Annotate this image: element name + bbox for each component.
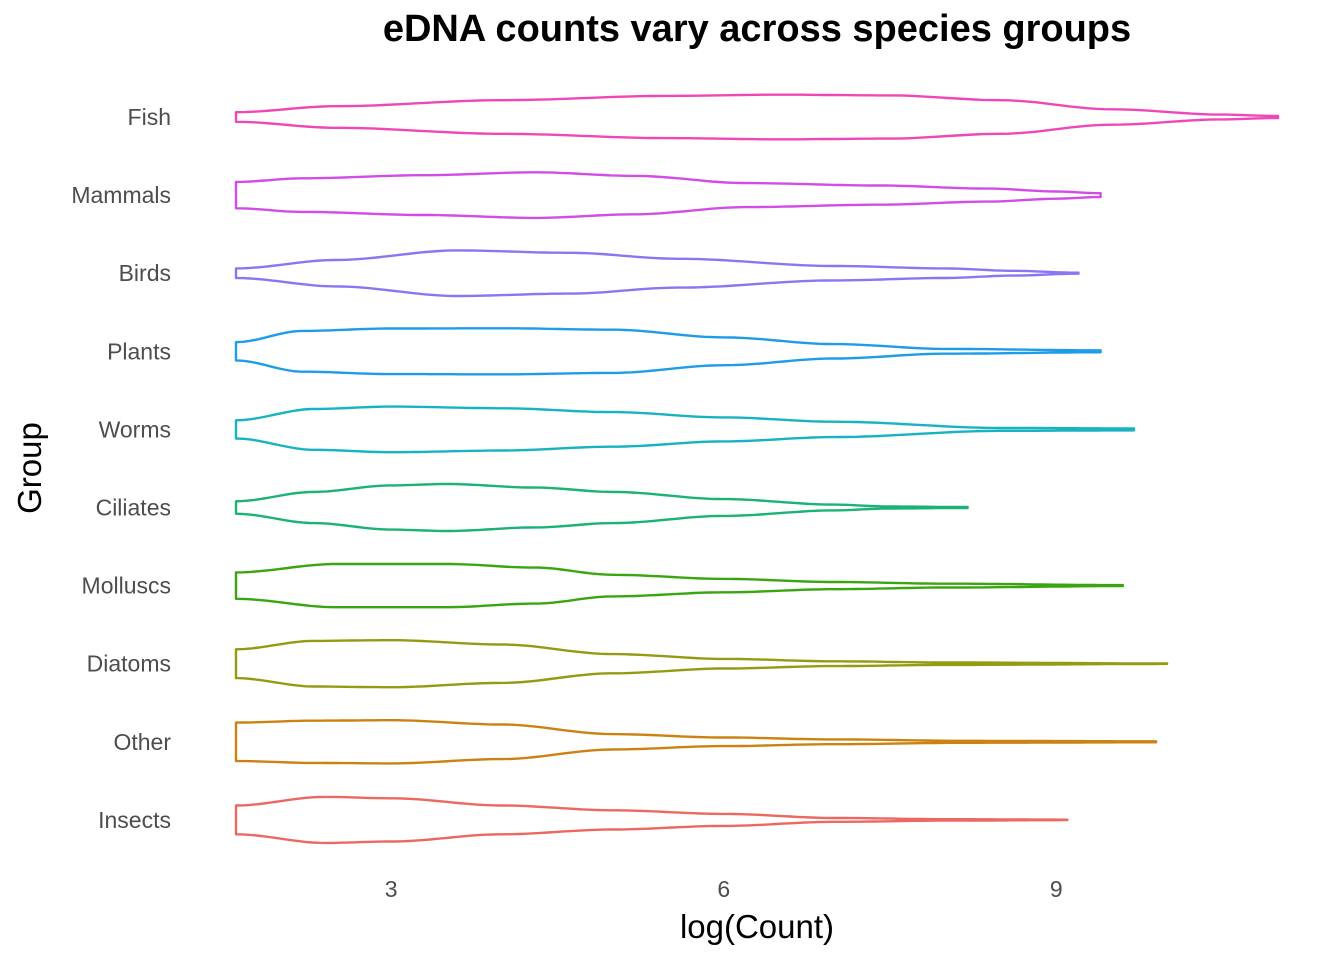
x-axis-label: log(Count) [680, 908, 834, 945]
y-tick-label: Diatoms [87, 651, 171, 677]
x-tick-label: 3 [385, 876, 398, 902]
violin-other [234, 719, 1158, 765]
violin-insects [234, 795, 1069, 845]
violin-mammals [234, 171, 1102, 220]
y-tick-label: Other [113, 729, 171, 755]
violin-worms [234, 405, 1136, 454]
violin-fish [234, 93, 1280, 141]
y-tick-label: Worms [99, 416, 171, 442]
violin-molluscs [234, 562, 1124, 609]
violin-birds [234, 249, 1080, 298]
x-tick-label: 6 [717, 876, 730, 902]
violin-ciliates [234, 482, 969, 533]
y-tick-label: Birds [119, 260, 171, 286]
y-tick-label: Fish [128, 104, 171, 130]
y-tick-label: Molluscs [82, 573, 171, 599]
y-tick-label: Mammals [71, 182, 171, 208]
y-tick-label: Ciliates [96, 495, 171, 521]
chart-title: eDNA counts vary across species groups [382, 8, 1132, 50]
y-tick-label: Insects [98, 807, 171, 833]
violin-diatoms [234, 639, 1169, 689]
y-tick-label: Plants [107, 338, 171, 364]
y-axis-label: Group [11, 422, 48, 514]
x-axis-ticks: 3 6 9 [385, 876, 1063, 902]
y-axis-ticks: Fish Mammals Birds Plants Worms Ciliates Mollu… [71, 104, 171, 833]
violin-plants [234, 327, 1102, 376]
x-tick-label: 9 [1050, 876, 1063, 902]
violins-layer [234, 93, 1280, 845]
